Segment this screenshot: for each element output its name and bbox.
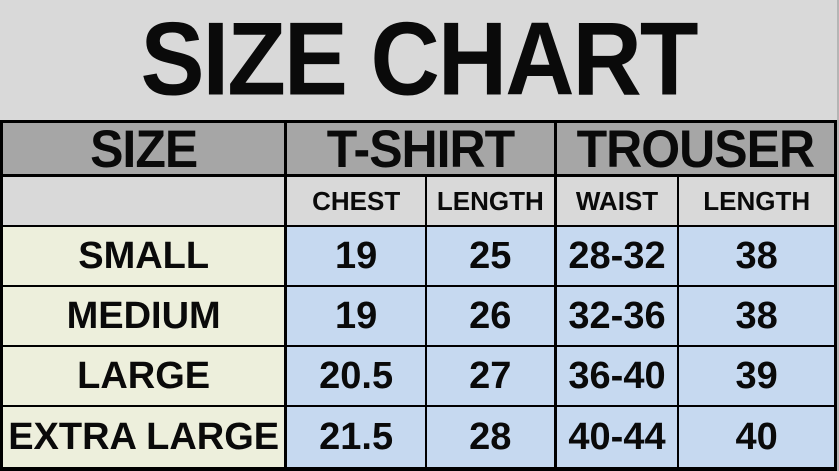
row-medium-waist-cell: 32-36: [556, 287, 680, 347]
row-small-tshirt-length-cell: 25: [426, 227, 557, 287]
row-extra-large-tshirt-length-cell: 28: [426, 407, 557, 467]
row-extra-large-trouser-length-cell: 40: [679, 407, 834, 467]
subheader-cell-tshirt-length: LENGTH: [426, 177, 557, 227]
header-cell-trouser: TROUSER: [556, 123, 834, 177]
header-cell-tshirt: T-SHIRT: [287, 123, 557, 177]
subheader-cell-chest: CHEST: [287, 177, 427, 227]
header-cell-size: SIZE: [3, 123, 288, 177]
row-large-tshirt-length-cell: 27: [426, 347, 557, 407]
row-small-waist-cell: 28-32: [556, 227, 680, 287]
header-tshirt-label: T-SHIRT: [326, 123, 515, 177]
subheader-cell-trouser-length: LENGTH: [679, 177, 834, 227]
row-extra-large-size-cell: EXTRA LARGE: [3, 407, 288, 467]
row-large-waist-cell: 36-40: [556, 347, 680, 407]
row-small-trouser-length-cell: 38: [679, 227, 834, 287]
row-large-trouser-length-cell: 39: [679, 347, 834, 407]
page-title: SIZE CHART: [140, 1, 699, 118]
header-size-label: SIZE: [90, 123, 198, 177]
row-extra-large-waist-cell: 40-44: [556, 407, 680, 467]
row-medium-chest-cell: 19: [287, 287, 427, 347]
header-trouser-label: TROUSER: [576, 123, 815, 177]
title-area: SIZE CHART: [0, 0, 837, 120]
row-extra-large-chest-cell: 21.5: [287, 407, 427, 467]
row-small-size-cell: SMALL: [3, 227, 288, 287]
row-medium-trouser-length-cell: 38: [679, 287, 834, 347]
row-medium-tshirt-length-cell: 26: [426, 287, 557, 347]
subheader-cell-waist: WAIST: [556, 177, 680, 227]
row-medium-size-cell: MEDIUM: [3, 287, 288, 347]
size-chart-table: SIZE T-SHIRT TROUSER CHEST LENGTH WAIST …: [0, 120, 837, 471]
row-small-chest-cell: 19: [287, 227, 427, 287]
row-large-chest-cell: 20.5: [287, 347, 427, 407]
subheader-cell-blank: [3, 177, 288, 227]
row-large-size-cell: LARGE: [3, 347, 288, 407]
